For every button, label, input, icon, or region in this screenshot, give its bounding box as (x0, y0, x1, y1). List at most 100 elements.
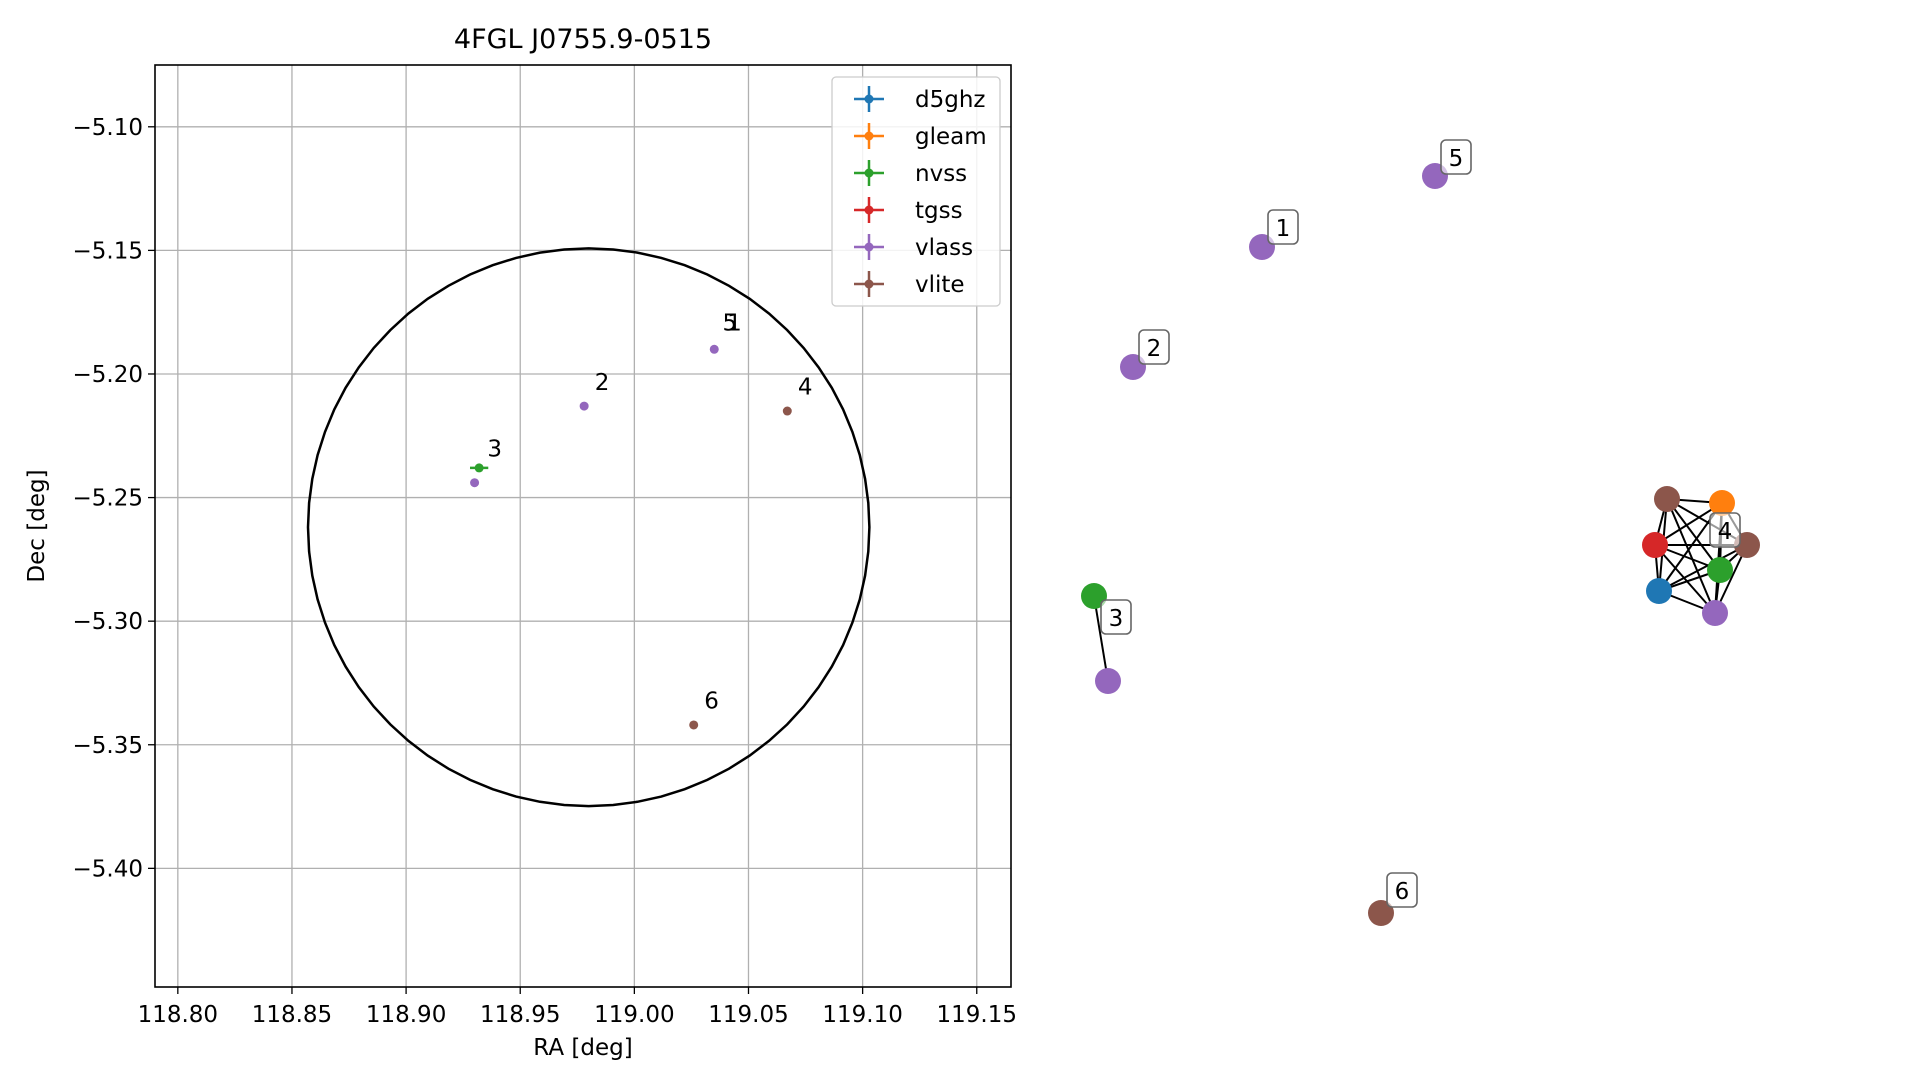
legend-swatch-marker (864, 242, 874, 252)
y-tick-label: −5.20 (73, 362, 143, 388)
label-text: 6 (1395, 879, 1410, 905)
legend-frame (831, 76, 1001, 307)
network-node-label: 4 (1709, 512, 1741, 548)
point-label: 2 (595, 370, 610, 396)
network-edge (1654, 502, 1723, 546)
x-tick-label: 119.10 (822, 1002, 902, 1028)
y-tick-label: −5.10 (73, 115, 143, 141)
network-node-vlite (1654, 486, 1680, 512)
network-edge (1093, 595, 1109, 682)
network-edge (1654, 544, 1716, 614)
point-label: 6 (704, 689, 719, 715)
label-box (1709, 512, 1741, 548)
network-node-tgss (1642, 532, 1668, 558)
network-graph: 1 5 2 3 6 4 (1081, 139, 1760, 926)
point-label: 4 (798, 375, 813, 401)
legend-item-gleam: gleam (854, 123, 987, 150)
point-marker (689, 720, 699, 730)
network-node-d5ghz (1646, 578, 1672, 604)
label-box (1267, 209, 1299, 245)
legend: d5ghz gleam nvss tgss vlass vlite (831, 76, 1001, 307)
network-node-label: 2 (1138, 329, 1170, 365)
point-vlass (579, 401, 589, 411)
point-vlass (709, 344, 719, 354)
label-text: 1 (1276, 216, 1291, 242)
legend-label: d5ghz (915, 87, 985, 113)
legend-items: d5ghz gleam nvss tgss vlass vlite (854, 86, 987, 298)
legend-swatch-marker (864, 205, 874, 215)
network-node-vlass (1095, 668, 1121, 694)
network-edge (1666, 498, 1721, 571)
y-tick-label: −5.25 (73, 486, 143, 512)
point-marker (709, 344, 719, 354)
label-text: 2 (1147, 336, 1162, 362)
network-node-label: 3 (1100, 599, 1132, 635)
scatter-plot: 4FGL J0755.9-0515 118.80 118.85 118.90 118.… (24, 24, 1017, 1061)
legend-swatch-marker (864, 94, 874, 104)
network-node-vlass (1702, 600, 1728, 626)
x-tick-label: 118.85 (252, 1002, 332, 1028)
y-tick-label: −5.15 (73, 238, 143, 264)
network-node-labels: 1 5 2 3 6 4 (1100, 139, 1741, 908)
point-marker (474, 463, 484, 473)
chart-title: 4FGL J0755.9-0515 (454, 24, 712, 55)
legend-item-vlite: vlite (854, 271, 965, 298)
y-tick-label: −5.30 (73, 609, 143, 635)
point-labels: 51 2 3 4 6 (487, 310, 812, 714)
y-axis-label: Dec [deg] (24, 469, 50, 582)
legend-swatch-marker (864, 279, 874, 289)
x-tick-label: 118.80 (138, 1002, 218, 1028)
label-text: 4 (1718, 519, 1733, 545)
label-box (1138, 329, 1170, 365)
label-text: 3 (1109, 606, 1124, 632)
legend-label: vlite (915, 272, 965, 298)
point-marker (579, 401, 589, 411)
point-vlite (689, 720, 699, 730)
point-label: 3 (487, 436, 502, 462)
x-tick-label: 119.05 (708, 1002, 788, 1028)
axes-frame (154, 64, 1012, 988)
grid (155, 65, 1011, 987)
label-box (1100, 599, 1132, 635)
legend-item-tgss: tgss (854, 197, 963, 224)
network-node-label: 6 (1386, 872, 1418, 908)
network-node-label: 5 (1440, 139, 1472, 175)
label-box (1386, 872, 1418, 908)
network-edge (1666, 498, 1716, 614)
x-tick-label: 119.00 (594, 1002, 674, 1028)
legend-item-vlass: vlass (854, 234, 973, 261)
legend-item-nvss: nvss (854, 160, 967, 187)
legend-item-d5ghz: d5ghz (854, 86, 985, 113)
point-vlass (470, 478, 480, 488)
legend-swatch-marker (864, 168, 874, 178)
point-marker (782, 406, 792, 416)
y-tick-label: −5.40 (73, 856, 143, 882)
search-circle (306, 247, 871, 808)
x-axis-ticks: 118.80 118.85 118.90 118.95 119.00 119.05 119.… (138, 987, 1017, 1028)
data-points (470, 344, 792, 730)
network-node-vlite (1368, 900, 1394, 926)
x-tick-label: 118.90 (366, 1002, 446, 1028)
x-tick-label: 118.95 (480, 1002, 560, 1028)
point-label: 5 (723, 310, 738, 336)
legend-label: gleam (915, 124, 987, 150)
legend-label: nvss (915, 161, 967, 187)
legend-swatch-marker (864, 131, 874, 141)
point-label: 1 (727, 310, 742, 336)
legend-label: tgss (915, 198, 963, 224)
label-text: 5 (1449, 146, 1464, 172)
network-node-nvss (1707, 557, 1733, 583)
x-axis-label: RA [deg] (533, 1035, 632, 1061)
network-nodes (1081, 163, 1760, 926)
network-node-label: 1 (1267, 209, 1299, 245)
network-node-gleam (1709, 490, 1735, 516)
network-edge (1658, 544, 1748, 592)
y-axis-ticks: −5.10 −5.15 −5.20 −5.25 −5.30 −5.35 −5.40 (73, 115, 155, 882)
point-marker (470, 478, 480, 488)
point-nvss (470, 463, 489, 473)
legend-label: vlass (915, 235, 973, 261)
x-tick-label: 119.15 (937, 1002, 1017, 1028)
y-tick-label: −5.35 (73, 733, 143, 759)
label-box (1440, 139, 1472, 175)
